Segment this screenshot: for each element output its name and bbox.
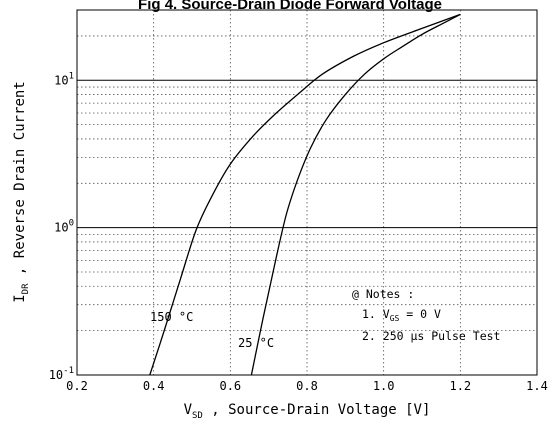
notes-line-2: 2. 250 μs Pulse Test <box>362 329 500 343</box>
notes-heading: @ Notes : <box>352 287 414 301</box>
y-tick-label: 10-1 <box>49 366 74 382</box>
series-line-150c <box>149 13 461 376</box>
series-label-25c: 25 °C <box>238 336 274 350</box>
y-axis-label: IDR , Reverse Drain Current <box>12 81 31 303</box>
x-tick-label: 0.6 <box>219 379 241 393</box>
chart-title: Fig 4. Source-Drain Diode Forward Voltag… <box>138 0 442 13</box>
series-label-150c: 150 °C <box>150 310 193 324</box>
grid <box>77 9 537 375</box>
x-axis-label: VSD , Source-Drain Voltage [V] <box>184 402 431 421</box>
x-tick-label: 1.2 <box>449 379 471 393</box>
notes-box: @ Notes : 1. VGS = 0 V 2. 250 μs Pulse T… <box>352 287 500 343</box>
y-tick-label: 101 <box>54 71 74 87</box>
x-tick-label: 1.4 <box>526 379 548 393</box>
y-tick-label: 100 <box>54 219 74 235</box>
x-tick-label: 0.8 <box>296 379 318 393</box>
x-tick-label: 1.0 <box>373 379 395 393</box>
notes-line-1: 1. VGS = 0 V <box>362 307 441 323</box>
x-tick-label: 0.2 <box>66 379 88 393</box>
y-tick-labels: 10-1 100 101 <box>49 71 74 382</box>
x-tick-labels: 0.2 0.4 0.6 0.8 1.0 1.2 1.4 <box>66 379 548 393</box>
series-layer <box>149 13 461 376</box>
series-line-25c <box>250 13 461 376</box>
x-tick-label: 0.4 <box>143 379 165 393</box>
plot-frame <box>76 9 538 376</box>
